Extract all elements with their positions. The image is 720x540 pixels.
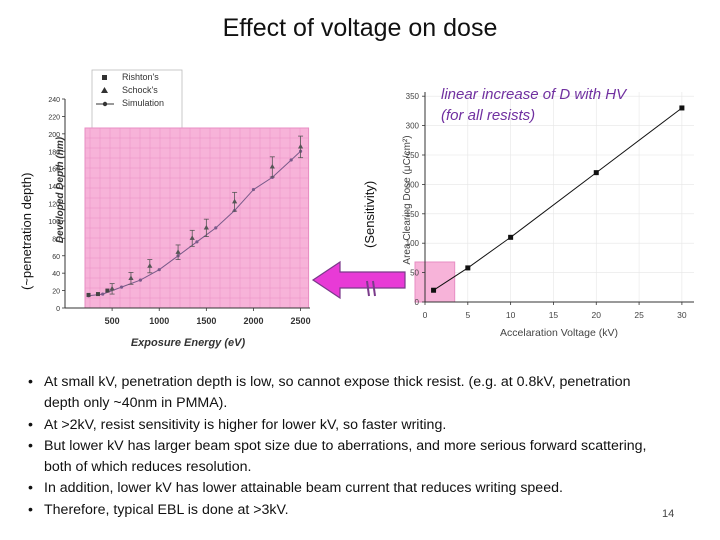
left-x-tick-label: 1000 bbox=[149, 316, 169, 326]
left-legend: Rishton's Schock's Simulation bbox=[96, 72, 164, 108]
point-dose bbox=[431, 287, 437, 293]
right-x-tick-label: 30 bbox=[677, 310, 687, 320]
left-y-tick-label: 20 bbox=[52, 289, 60, 296]
point-dose bbox=[679, 105, 685, 111]
left-y-tick-label: 200 bbox=[48, 132, 60, 139]
left-x-tick-label: 1500 bbox=[196, 316, 216, 326]
left-y-ticks: 0 20 40 60 80 100 120 140 160 180 200 220 240 bbox=[48, 97, 65, 313]
point-schock bbox=[297, 143, 304, 149]
point-simulation bbox=[101, 292, 105, 296]
left-y-tick-label: 80 bbox=[52, 236, 60, 243]
left-x-tick-label: 2000 bbox=[243, 316, 263, 326]
left-y-tick-label: 180 bbox=[48, 149, 60, 156]
right-y-tick-label: 300 bbox=[406, 122, 420, 131]
arrow-icon bbox=[311, 260, 406, 300]
right-data-marks bbox=[431, 105, 685, 293]
page-number: 14 bbox=[662, 508, 675, 520]
left-x-tick-label: 500 bbox=[105, 316, 120, 326]
left-y-tick-label: 100 bbox=[48, 219, 60, 226]
point-schock bbox=[269, 163, 275, 169]
point-schock bbox=[189, 235, 195, 240]
right-chart: 0 50 100 150 200 250 300 350 0 5 10 15 20 25 30 Accel… bbox=[402, 86, 694, 339]
right-x-ticks: 0 5 10 15 20 25 30 bbox=[423, 302, 687, 320]
right-x-tick-label: 25 bbox=[634, 310, 644, 320]
left-legend-entry: Simulation bbox=[122, 98, 164, 108]
point-simulation bbox=[195, 240, 199, 244]
bullet-item: At small kV, penetration depth is low, s… bbox=[28, 372, 668, 415]
point-schock bbox=[109, 285, 115, 291]
right-y-tick-label: 200 bbox=[406, 180, 420, 189]
legend-square-icon bbox=[102, 75, 107, 80]
right-x-tick-label: 10 bbox=[506, 310, 516, 320]
penetration-depth-label: (~penetration depth) bbox=[19, 172, 34, 290]
point-schock bbox=[203, 224, 209, 230]
left-y-tick-label: 160 bbox=[48, 167, 60, 174]
right-y-axis-label: Area Clearing Dose (μC/cm²) bbox=[402, 135, 413, 264]
series-line-dose bbox=[433, 107, 683, 291]
point-schock bbox=[128, 275, 134, 280]
point-simulation bbox=[289, 158, 293, 162]
legend-dot-icon bbox=[102, 101, 108, 107]
left-legend-entry: Schock's bbox=[122, 85, 158, 95]
right-annotation-line-2: (for all resists) bbox=[441, 107, 535, 124]
legend-triangle-icon bbox=[101, 87, 108, 93]
point-rishton bbox=[105, 288, 110, 293]
right-x-axis-label: Accelaration Voltage (kV) bbox=[500, 327, 618, 339]
point-rishton bbox=[95, 292, 100, 297]
slide-title: Effect of voltage on dose bbox=[222, 14, 498, 42]
right-y-tick-label: 250 bbox=[406, 151, 420, 160]
left-y-tick-label: 40 bbox=[52, 271, 60, 278]
left-y-tick-label: 140 bbox=[48, 184, 60, 191]
left-y-tick-label: 0 bbox=[56, 306, 60, 313]
left-y-tick-label: 120 bbox=[48, 202, 60, 209]
point-dose bbox=[508, 234, 514, 240]
right-y-tick-label: 0 bbox=[415, 298, 420, 307]
bullet-item: Therefore, typical EBL is done at >3kV. bbox=[28, 500, 668, 522]
point-simulation bbox=[157, 268, 161, 272]
left-chart: Rishton's Schock's Simulation 0 20 40 60 80 100… bbox=[48, 69, 311, 349]
point-schock bbox=[147, 263, 153, 268]
point-dose bbox=[465, 265, 471, 271]
left-x-tick-label: 2500 bbox=[291, 316, 311, 326]
right-y-tick-label: 100 bbox=[406, 239, 420, 248]
left-y-tick-label: 240 bbox=[48, 97, 60, 104]
bullet-item: In addition, lower kV has lower attainab… bbox=[28, 478, 668, 500]
left-y-axis-label: Developed Depth (nm) bbox=[55, 136, 66, 243]
left-y-tick-label: 60 bbox=[52, 254, 60, 261]
left-x-ticks: 500 1000 1500 2000 2500 bbox=[105, 308, 311, 326]
point-schock bbox=[232, 198, 238, 204]
point-simulation bbox=[214, 226, 218, 230]
right-x-tick-label: 20 bbox=[592, 310, 602, 320]
right-y-tick-label: 350 bbox=[406, 92, 420, 101]
bullet-item: But lower kV has larger beam spot size d… bbox=[28, 436, 668, 479]
right-highlight-region bbox=[414, 261, 456, 303]
right-x-tick-label: 5 bbox=[465, 310, 470, 320]
right-y-tick-label: 50 bbox=[410, 269, 419, 278]
point-rishton bbox=[86, 292, 91, 297]
sensitivity-label: (Sensitivity) bbox=[362, 180, 377, 248]
point-simulation bbox=[119, 285, 124, 289]
right-y-tick-label: 150 bbox=[406, 210, 420, 219]
point-simulation bbox=[138, 278, 142, 282]
right-y-ticks: 0 50 100 150 200 250 300 350 bbox=[406, 92, 425, 307]
point-dose bbox=[593, 170, 599, 176]
bullet-list: At small kV, penetration depth is low, s… bbox=[28, 372, 668, 521]
right-x-tick-label: 15 bbox=[549, 310, 559, 320]
left-data-marks bbox=[86, 135, 304, 298]
right-x-tick-label: 0 bbox=[423, 310, 428, 320]
bullet-item: At >2kV, resist sensitivity is higher fo… bbox=[28, 415, 668, 437]
left-legend-entry: Rishton's bbox=[122, 72, 159, 82]
left-x-axis-label: Exposure Energy (eV) bbox=[131, 337, 246, 349]
left-y-tick-label: 220 bbox=[48, 114, 60, 121]
point-schock bbox=[175, 249, 181, 254]
point-simulation bbox=[251, 187, 256, 192]
right-annotation-line-1: linear increase of D with HV bbox=[441, 86, 628, 103]
